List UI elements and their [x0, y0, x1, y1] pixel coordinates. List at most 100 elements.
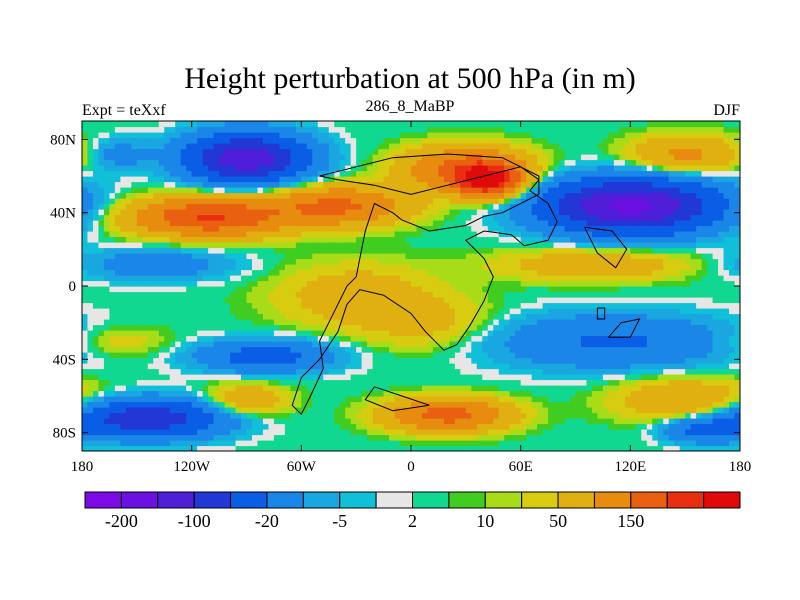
field-cell [482, 418, 489, 425]
field-cell [153, 341, 160, 348]
field-cell [153, 297, 160, 304]
field-cell [421, 220, 429, 227]
field-cell [147, 126, 154, 133]
field-cell [158, 247, 165, 254]
field-cell [339, 269, 346, 276]
field-cell [427, 275, 434, 282]
field-cell [389, 275, 396, 282]
field-cell [158, 291, 165, 298]
field-cell [509, 357, 516, 364]
field-cell [361, 253, 368, 260]
field-cell [312, 390, 319, 397]
field-cell [246, 401, 253, 408]
field-cell [158, 214, 165, 221]
field-cell [416, 429, 423, 436]
field-cell [136, 412, 143, 419]
field-cell [191, 231, 198, 238]
field-cell [476, 308, 483, 315]
field-cell [356, 352, 363, 359]
field-cell [449, 154, 456, 161]
field-cell [427, 319, 434, 326]
field-cell [443, 203, 450, 210]
field-cell [262, 418, 270, 425]
field-cell [92, 429, 100, 436]
field-cell [241, 258, 248, 265]
field-cell [197, 181, 204, 188]
field-cell [476, 236, 483, 243]
field-cell [504, 357, 511, 364]
field-cell [378, 379, 385, 386]
field-cell [290, 440, 297, 447]
field-cell [224, 247, 231, 254]
field-cell [411, 236, 418, 243]
field-cell [301, 313, 308, 320]
field-cell [208, 126, 215, 133]
field-cell [191, 346, 198, 353]
field-cell [87, 363, 94, 370]
field-cell [350, 159, 357, 166]
field-cell [421, 242, 429, 249]
field-cell [219, 264, 226, 271]
field-cell [394, 341, 401, 348]
field-cell [383, 214, 390, 221]
field-cell [493, 198, 500, 205]
field-cell [312, 352, 319, 359]
field-cell [460, 330, 467, 337]
field-cell [323, 385, 330, 392]
field-cell [224, 297, 231, 304]
field-cell [158, 148, 165, 155]
field-cell [465, 330, 472, 337]
field-cell [268, 231, 275, 238]
field-cell [509, 418, 516, 425]
field-cell [279, 159, 286, 166]
field-cell [345, 165, 352, 172]
field-cell [92, 357, 100, 364]
field-cell [312, 159, 319, 166]
field-cell [427, 440, 434, 447]
field-cell [416, 368, 423, 375]
field-cell [405, 137, 412, 144]
field-cell [487, 176, 494, 183]
field-cell [131, 209, 138, 216]
field-cell [334, 368, 341, 375]
field-cell [109, 137, 116, 144]
field-cell [202, 242, 209, 249]
field-cell [531, 302, 538, 309]
field-cell [268, 291, 275, 298]
field-cell [246, 181, 253, 188]
field-cell [273, 176, 280, 183]
field-cell [197, 352, 204, 359]
field-cell [284, 319, 291, 326]
field-cell [306, 126, 313, 133]
field-cell [262, 148, 270, 155]
field-cell [345, 374, 352, 381]
field-cell [383, 363, 390, 370]
field-cell [246, 242, 253, 249]
field-cell [443, 242, 450, 249]
field-cell [224, 209, 231, 216]
field-cell [169, 379, 176, 386]
field-cell [312, 253, 319, 260]
field-cell [394, 418, 401, 425]
field-cell [251, 341, 259, 348]
field-cell [109, 390, 116, 397]
field-cell [241, 275, 248, 282]
field-cell [87, 247, 94, 254]
field-cell [82, 324, 89, 331]
field-cell [443, 275, 450, 282]
field-cell [361, 258, 368, 265]
field-cell [136, 275, 143, 282]
field-cell [186, 302, 193, 309]
field-cell [438, 159, 445, 166]
field-cell [114, 374, 121, 381]
field-cell [87, 258, 94, 265]
field-cell [153, 209, 160, 216]
field-cell [202, 346, 209, 353]
field-cell [142, 313, 149, 320]
field-cell [400, 143, 407, 150]
field-cell [208, 280, 215, 287]
field-cell [487, 363, 494, 370]
field-cell [361, 335, 368, 342]
field-cell [164, 275, 171, 282]
